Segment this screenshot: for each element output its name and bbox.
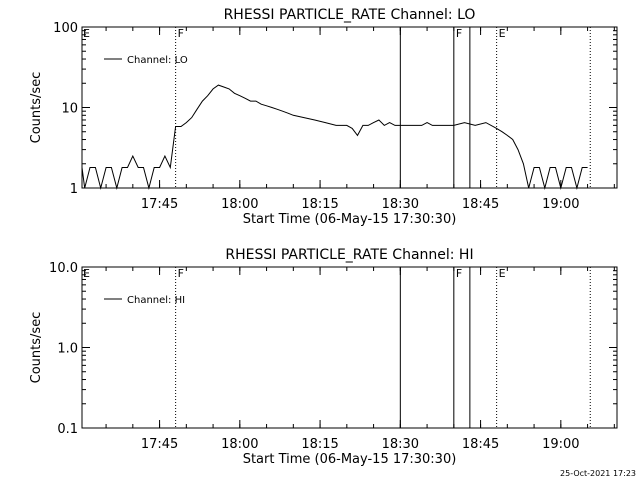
x-tick-label: 17:45 bbox=[141, 437, 178, 452]
x-tick-label: 19:00 bbox=[542, 197, 579, 212]
event-marker-label: E bbox=[83, 27, 90, 40]
x-axis-label: Start Time (06-May-15 17:30:30) bbox=[243, 452, 457, 467]
x-tick-label: 18:00 bbox=[221, 437, 258, 452]
chart-panel-2: RHESSI PARTICLE_RATE Channel: HI Start Ti… bbox=[29, 247, 618, 467]
x-tick-label: 17:45 bbox=[141, 197, 178, 212]
event-marker-label: F bbox=[178, 27, 184, 40]
x-tick-label: 18:30 bbox=[382, 437, 419, 452]
chart-title: RHESSI PARTICLE_RATE Channel: HI bbox=[225, 247, 473, 263]
x-tick-label: 18:00 bbox=[221, 197, 258, 212]
event-marker-label: F bbox=[456, 27, 462, 40]
y-axis-label: Counts/sec bbox=[29, 72, 44, 144]
event-marker-label: E bbox=[499, 27, 506, 40]
plot-timestamp: 25-Oct-2021 17:23 bbox=[560, 469, 636, 478]
event-marker-label: E bbox=[499, 267, 506, 280]
y-tick-label: 10.0 bbox=[49, 261, 78, 276]
event-marker-label: F bbox=[456, 267, 462, 280]
plot-frame bbox=[81, 266, 618, 429]
y-tick-label: 100 bbox=[53, 21, 78, 36]
x-tick-label: 18:15 bbox=[301, 197, 338, 212]
chart-title: RHESSI PARTICLE_RATE Channel: LO bbox=[224, 7, 476, 23]
y-tick-label: 1 bbox=[70, 182, 78, 197]
x-axis-label: Start Time (06-May-15 17:30:30) bbox=[243, 212, 457, 227]
series-line bbox=[81, 84, 588, 190]
x-tick-label: 19:00 bbox=[542, 437, 579, 452]
legend-label: Channel: LO bbox=[127, 55, 188, 66]
plot-frame bbox=[81, 26, 618, 189]
x-tick-label: 18:45 bbox=[462, 197, 499, 212]
y-tick-label: 1.0 bbox=[57, 342, 78, 357]
x-tick-label: 18:15 bbox=[301, 437, 338, 452]
chart-panel-1: RHESSI PARTICLE_RATE Channel: LO Start Ti… bbox=[29, 7, 618, 227]
x-tick-label: 18:30 bbox=[382, 197, 419, 212]
y-tick-label: 10 bbox=[61, 102, 78, 117]
y-axis-label: Counts/sec bbox=[29, 312, 44, 384]
y-tick-label: 0.1 bbox=[57, 422, 78, 437]
event-marker-label: F bbox=[178, 267, 184, 280]
x-tick-label: 18:45 bbox=[462, 437, 499, 452]
event-marker-label: E bbox=[83, 267, 90, 280]
legend-label: Channel: HI bbox=[127, 295, 185, 306]
